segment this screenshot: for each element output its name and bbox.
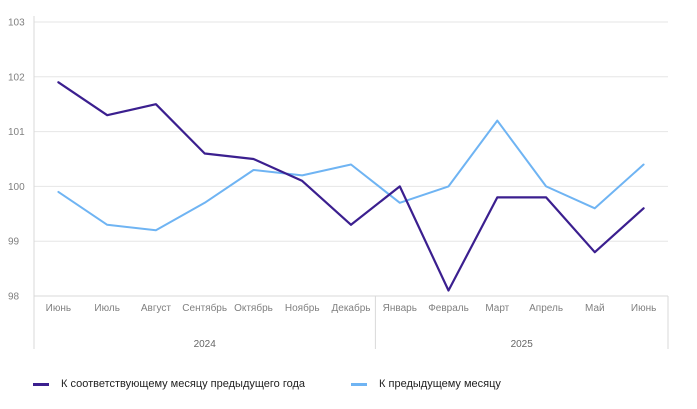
legend-item-yoy: К соответствующему месяцу предыдущего го… [33,378,305,390]
legend-swatch-yoy [33,382,49,386]
legend-label-yoy: К соответствующему месяцу предыдущего го… [61,378,306,390]
x-tick-label: Август [141,303,172,314]
x-tick-label: Январь [383,303,417,314]
series-lines [57,81,645,292]
x-tick-label: Февраль [428,303,469,314]
x-tick-label: Сентябрь [182,302,227,314]
x-tick-label: Ноябрь [285,302,320,314]
x-tick-label: Декабрь [332,302,371,314]
x-tick-label: Июнь [631,303,656,314]
x-tick-label: Октябрь [234,302,273,314]
x-tick-label: Июнь [46,303,71,314]
y-axis: 98 99 100 101 102 103 [8,16,35,303]
y-tick-label: 99 [8,237,20,248]
x-tick-label: Март [485,303,509,314]
legend-item-mom: К предыдущему месяцу [351,378,501,390]
y-tick-label: 100 [8,182,25,193]
group-label-2024: 2024 [194,339,217,350]
series-line-0 [57,81,645,292]
x-tick-label: Июль [94,303,120,314]
x-tick-label: Май [585,303,605,314]
y-tick-label: 103 [8,18,25,29]
legend-swatch-mom [351,382,368,386]
gridlines [34,21,668,297]
legend-label-mom: К предыдущему месяцу [379,378,501,390]
y-tick-label: 98 [8,292,20,303]
y-tick-label: 102 [8,72,25,83]
series-line-1 [57,119,645,232]
legend: К соответствующему месяцу предыдущего го… [33,378,501,390]
group-label-2025: 2025 [511,339,534,350]
y-tick-label: 101 [8,127,25,138]
x-tick-label: Апрель [529,303,563,314]
x-axis: Июнь Июль Август Сентябрь Октябрь Ноябрь Декаб… [33,295,669,350]
